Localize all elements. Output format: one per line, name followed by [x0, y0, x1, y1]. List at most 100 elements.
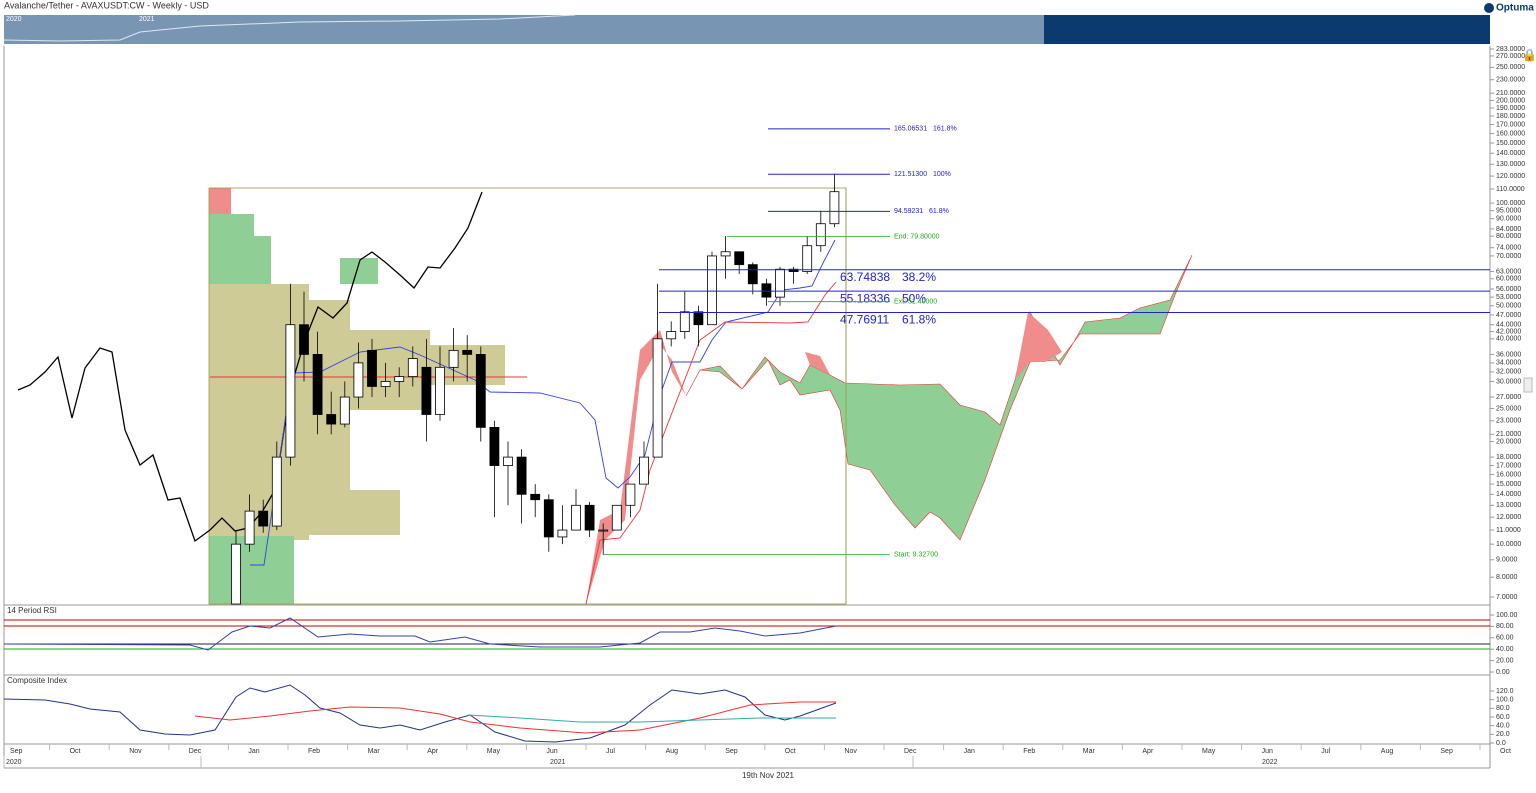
x-tick-label: Oct — [1500, 748, 1511, 755]
y-tick-label: 25.0000 — [1496, 405, 1521, 412]
y-tick-label: 140.0000 — [1496, 150, 1525, 157]
overview-year: 2020 — [6, 16, 22, 23]
y-tick-label: 210.0000 — [1496, 90, 1525, 97]
x-tick-label: May — [1202, 748, 1216, 755]
candle-body — [339, 396, 350, 425]
candle-body — [394, 376, 405, 382]
y-tick-label: 0.0 — [1496, 740, 1506, 747]
y-tick-label: 95.0000 — [1496, 208, 1521, 215]
overview-future — [1044, 15, 1490, 44]
year-label: 2020 — [6, 759, 22, 766]
candle-body — [421, 366, 432, 415]
candle-body — [571, 504, 581, 531]
x-tick-label: Jan — [964, 748, 975, 755]
y-tick-label: 60.00 — [1496, 635, 1514, 642]
x-tick-label: Mar — [1083, 748, 1096, 755]
candle-body — [231, 543, 241, 605]
y-tick-label: 283.0000 — [1496, 46, 1525, 53]
y-tick-label: 56.0000 — [1496, 286, 1521, 293]
year-label: 2021 — [550, 759, 566, 766]
y-tick-label: 80.00 — [1496, 623, 1514, 630]
candle-body — [557, 529, 568, 538]
candle-body — [666, 331, 677, 340]
overview-strip[interactable] — [4, 15, 1044, 44]
y-tick-label: 23.0000 — [1496, 418, 1521, 425]
logo: Optuma — [1496, 3, 1534, 14]
candle-body — [734, 251, 745, 266]
y-tick-label: 74.0000 — [1496, 245, 1521, 252]
y-tick-label: 13.0000 — [1496, 502, 1521, 509]
y-tick-label: 34.0000 — [1496, 360, 1521, 367]
x-tick-label: Aug — [1381, 748, 1394, 755]
y-tick-label: 90.0000 — [1496, 216, 1521, 223]
cursor-date: 19th Nov 2021 — [742, 771, 795, 780]
candle-body — [489, 426, 500, 466]
fib-label: 94.59231 — [894, 208, 923, 215]
y-tick-label: 14.0000 — [1496, 491, 1521, 498]
y-tick-label: 8.0000 — [1496, 574, 1518, 581]
candle-body — [312, 354, 323, 415]
y-tick-label: 160.0000 — [1496, 130, 1525, 137]
y-tick-label: 20.0000 — [1496, 438, 1521, 445]
fib-pct: 161.8% — [933, 126, 957, 133]
y-tick-label: 270.0000 — [1496, 53, 1525, 60]
y-tick-label: 84.0000 — [1496, 226, 1521, 233]
fib-pct: 50% — [902, 291, 926, 305]
candle-body — [258, 510, 269, 527]
candle-body — [652, 338, 663, 458]
x-tick-label: Sep — [725, 748, 738, 755]
y-tick-label: 110.0000 — [1496, 186, 1525, 193]
logo-icon — [1484, 3, 1494, 13]
composite-slow-ma — [467, 714, 836, 723]
candle-body — [530, 493, 541, 501]
x-tick-label: Dec — [189, 748, 202, 755]
candle-body — [679, 311, 690, 332]
candle-body — [299, 324, 309, 355]
y-tick-label: 12.0000 — [1496, 514, 1521, 521]
x-tick-label: Feb — [308, 748, 320, 755]
fib-label: 47.76911 — [840, 313, 889, 327]
candle-body — [326, 414, 337, 425]
candle-body — [462, 349, 473, 355]
x-tick-label: Jan — [248, 748, 259, 755]
candle-body — [598, 529, 609, 532]
lock-icon[interactable]: 🔒 — [1522, 48, 1536, 62]
candle-body — [815, 223, 826, 247]
y-tick-label: 130.0000 — [1496, 161, 1525, 168]
y-tick-label: 16.0000 — [1496, 471, 1521, 478]
fib-label: 121.51300 — [894, 171, 927, 178]
fib-pct: 61.8% — [929, 208, 949, 215]
y-tick-label: 70.0000 — [1496, 253, 1521, 260]
y-tick-label: 36.0000 — [1496, 351, 1521, 358]
x-tick-label: Apr — [1142, 748, 1154, 755]
y-tick-label: 44.0000 — [1496, 322, 1521, 329]
y-tick-label: 20.0 — [1496, 731, 1510, 738]
candle-body — [271, 456, 282, 527]
y-tick-label: 80.0 — [1496, 705, 1510, 712]
fib-pct: 38.2% — [902, 270, 936, 284]
y-tick-label: 40.00 — [1496, 646, 1514, 653]
panel-title: 14 Period RSI — [7, 606, 57, 615]
y-tick-label: 100.0 — [1496, 697, 1514, 704]
y-tick-label: 47.0000 — [1496, 312, 1521, 319]
y-tick-label: 230.0000 — [1496, 77, 1525, 84]
y-tick-label: 120.0000 — [1496, 173, 1525, 180]
cloud-bear — [805, 352, 835, 384]
y-tick-label: 250.0000 — [1496, 64, 1525, 71]
cloud-bear — [586, 330, 686, 604]
y-tick-label: 42.0000 — [1496, 328, 1521, 335]
candle-body — [353, 362, 364, 398]
candle-body — [707, 255, 717, 326]
candle-body — [503, 456, 513, 466]
x-tick-label: Jul — [606, 748, 615, 755]
y-tick-label: 9.0000 — [1496, 557, 1518, 564]
candle-body — [244, 510, 255, 545]
y-tick-label: 200.0000 — [1496, 97, 1525, 104]
x-tick-label: Sep — [1440, 748, 1453, 755]
panel-title: Composite Index — [7, 676, 67, 685]
y-tick-label: 120.0 — [1496, 688, 1514, 695]
cloud-bear — [1015, 312, 1062, 380]
y-tick-label: 11.0000 — [1496, 527, 1521, 534]
collapse-button[interactable] — [1523, 377, 1533, 393]
